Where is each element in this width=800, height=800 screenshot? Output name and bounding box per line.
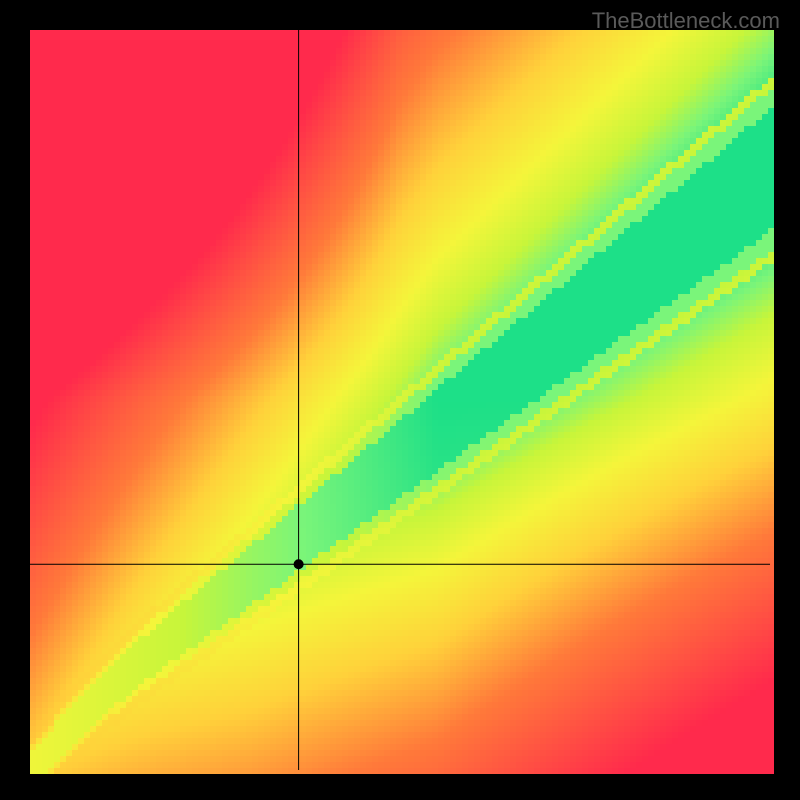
watermark-text: TheBottleneck.com bbox=[592, 8, 780, 34]
chart-container: TheBottleneck.com bbox=[0, 0, 800, 800]
bottleneck-heatmap bbox=[0, 0, 800, 800]
